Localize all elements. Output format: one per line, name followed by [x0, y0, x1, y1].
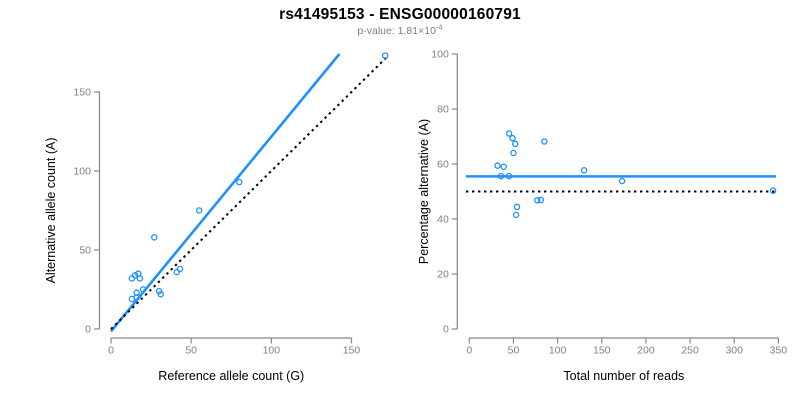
- data-point: [505, 172, 513, 180]
- x-tick-label: 300: [725, 345, 743, 357]
- data-point: [512, 211, 520, 219]
- plot-title: rs41495153 - ENSG00000160791: [279, 6, 521, 23]
- x-tick-label: 350: [770, 345, 788, 357]
- y-tick-label: 100: [431, 49, 449, 61]
- y-tick-label: 60: [437, 159, 449, 171]
- data-point: [157, 290, 164, 298]
- y-tick-label: 0: [443, 324, 449, 336]
- plot-subtitle: p-value: 1.81×10-4: [0, 22, 800, 37]
- x-tick-label: 50: [185, 345, 197, 357]
- data-point: [136, 275, 144, 282]
- x-tick-label: 0: [466, 345, 472, 357]
- x-tick-label: 150: [343, 345, 361, 357]
- y-tick-label: 150: [73, 86, 91, 98]
- x-tick-label: 100: [263, 345, 281, 357]
- data-point: [497, 172, 505, 180]
- identity-line: [110, 55, 388, 330]
- data-point: [580, 167, 588, 174]
- data-point: [128, 275, 136, 282]
- data-point: [133, 294, 140, 301]
- y-axis-title: Alternative allele count (A): [44, 138, 58, 284]
- x-axis-title: Total number of reads: [563, 369, 684, 383]
- y-tick-label: 40: [437, 214, 449, 226]
- data-point: [494, 162, 501, 169]
- data-point: [173, 268, 180, 276]
- data-point: [513, 203, 521, 211]
- data-point: [534, 197, 541, 204]
- data-point: [510, 149, 517, 157]
- data-point: [195, 207, 203, 214]
- y-tick-label: 100: [73, 165, 91, 177]
- x-tick-label: 200: [637, 345, 655, 357]
- x-tick-label: 100: [549, 345, 567, 357]
- data-point: [541, 138, 548, 145]
- data-point: [236, 178, 243, 186]
- data-point: [176, 265, 184, 273]
- x-tick-label: 250: [681, 345, 699, 357]
- y-tick-label: 20: [437, 269, 449, 281]
- data-point: [509, 134, 516, 142]
- x-tick-label: 50: [508, 345, 520, 357]
- data-point: [618, 177, 626, 185]
- y-tick-label: 0: [85, 324, 91, 336]
- y-axis-title: Percentage alternative (A): [417, 119, 431, 264]
- data-point: [381, 52, 389, 59]
- data-point: [511, 140, 519, 148]
- fit-line: [109, 53, 341, 333]
- data-point: [155, 287, 163, 295]
- data-point: [505, 130, 513, 137]
- y-tick-label: 80: [437, 104, 449, 116]
- pvalue-exponent: -4: [435, 22, 443, 32]
- data-point: [537, 196, 545, 204]
- x-axis-title: Reference allele count (G): [158, 369, 304, 383]
- x-tick-label: 0: [108, 345, 114, 357]
- data-point: [769, 187, 777, 194]
- data-point: [151, 234, 158, 241]
- y-tick-label: 50: [79, 244, 91, 256]
- data-point: [139, 286, 147, 293]
- data-point: [131, 272, 139, 279]
- pvalue-text: p-value: 1.81×10: [357, 25, 436, 37]
- x-tick-label: 150: [593, 345, 611, 357]
- panel-left: 0 50 100 150 Reference allele count (G) 0 50 10…: [44, 52, 389, 383]
- data-point: [500, 163, 507, 170]
